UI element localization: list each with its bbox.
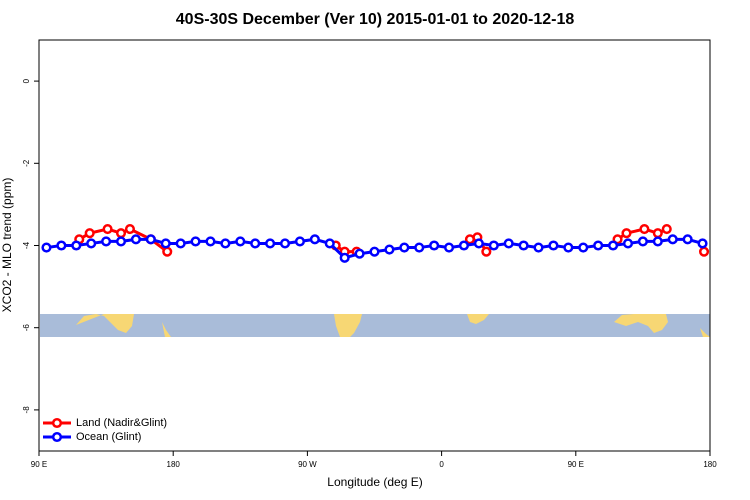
point	[518, 240, 529, 251]
point	[339, 252, 350, 263]
point	[86, 238, 97, 249]
point	[354, 248, 365, 259]
point	[608, 240, 619, 251]
point	[533, 242, 544, 253]
legend-marker	[51, 431, 63, 443]
point	[115, 236, 127, 247]
point	[41, 242, 52, 253]
point	[639, 224, 650, 235]
point	[309, 234, 320, 245]
point	[265, 238, 276, 249]
point	[682, 234, 693, 245]
y-tick-label: -4	[22, 241, 31, 249]
point	[503, 238, 514, 249]
point	[124, 224, 136, 235]
point	[667, 234, 678, 245]
point	[324, 238, 335, 249]
point	[652, 236, 663, 247]
legend-label: Ocean (Glint)	[76, 431, 141, 443]
point	[488, 240, 499, 251]
point	[190, 236, 201, 247]
point	[622, 238, 634, 249]
point	[563, 242, 574, 253]
point	[102, 224, 113, 235]
point	[697, 238, 708, 249]
point	[661, 224, 672, 235]
point	[621, 228, 632, 239]
point	[578, 242, 589, 253]
x-tick-label: 90 W	[298, 460, 317, 469]
point	[145, 234, 156, 245]
x-tick-label: 90 E	[31, 460, 47, 469]
point	[698, 246, 710, 257]
point	[115, 228, 127, 239]
point	[220, 238, 231, 249]
point	[414, 242, 425, 253]
point	[160, 238, 171, 249]
point	[652, 228, 663, 239]
point	[279, 238, 291, 249]
point	[429, 240, 440, 251]
x-tick-label: 0	[439, 460, 444, 469]
x-tick-label: 90 E	[568, 460, 584, 469]
point	[444, 242, 455, 253]
point	[235, 236, 246, 247]
chart-title: 40S-30S December (Ver 10) 2015-01-01 to …	[176, 11, 575, 28]
point	[548, 240, 559, 251]
point	[162, 246, 173, 257]
point	[205, 236, 216, 247]
point	[56, 240, 67, 251]
point	[250, 238, 261, 249]
map-strip	[40, 314, 710, 337]
point	[130, 234, 141, 245]
point	[473, 238, 484, 249]
x-tick-label: 180	[703, 460, 717, 469]
legend-marker	[51, 417, 63, 429]
x-axis-label: Longitude (deg E)	[327, 475, 422, 489]
point	[294, 236, 305, 247]
point	[384, 244, 395, 255]
y-tick-label: -6	[22, 324, 31, 332]
point	[175, 238, 186, 249]
y-tick-label: 0	[22, 78, 31, 83]
legend-label: Land (Nadir&Glint)	[76, 417, 167, 429]
point	[481, 246, 492, 257]
y-tick-label: -2	[22, 159, 31, 167]
x-tick-label: 180	[167, 460, 181, 469]
y-axis-label: XCO2 - MLO trend (ppm)	[0, 178, 14, 313]
point	[369, 246, 380, 257]
y-tick-label: -8	[22, 406, 31, 414]
point	[637, 236, 648, 247]
point	[84, 228, 95, 239]
point	[399, 242, 410, 253]
point	[458, 240, 470, 251]
point	[593, 240, 604, 251]
point	[101, 236, 112, 247]
point	[71, 240, 82, 251]
